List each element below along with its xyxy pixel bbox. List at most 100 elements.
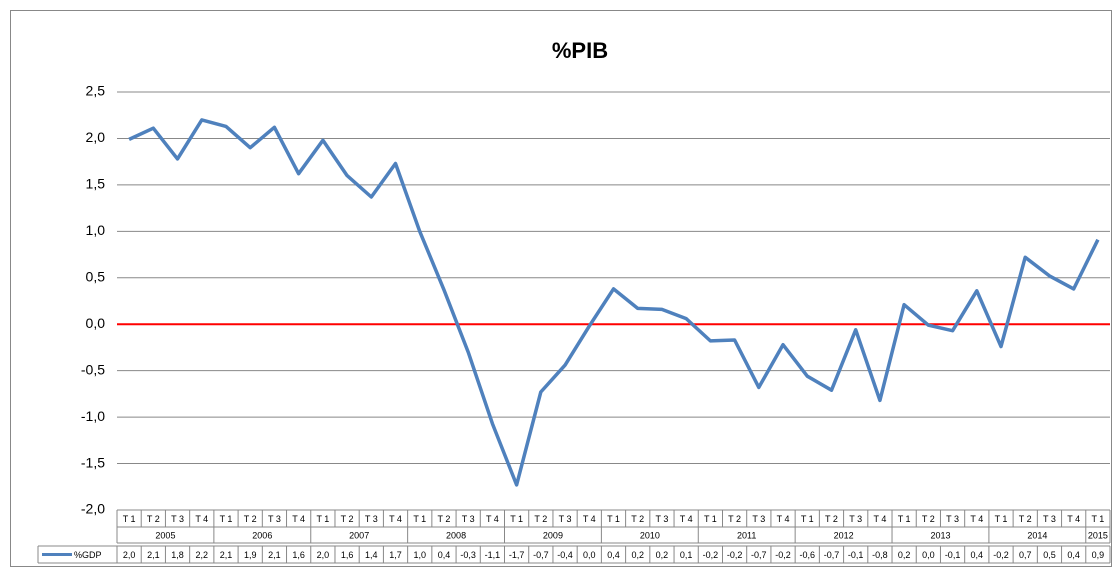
y-tick-label: -2,0 — [81, 501, 105, 517]
y-tick-label: -0,5 — [81, 361, 105, 377]
x-tick-label: T 4 — [389, 514, 402, 524]
x-tick-label: T 1 — [123, 514, 136, 524]
x-tick-label: T 1 — [1091, 514, 1104, 524]
data-table-value: -0,2 — [703, 550, 719, 560]
data-table-value: 1,4 — [365, 550, 378, 560]
x-tick-label: T 1 — [995, 514, 1008, 524]
x-group-label: 2011 — [737, 530, 756, 540]
data-table-value: 0,5 — [1043, 550, 1056, 560]
data-table-value: -0,4 — [557, 550, 573, 560]
x-tick-label: T 4 — [292, 514, 305, 524]
data-table-value: 1,6 — [341, 550, 354, 560]
y-tick-label: 1,5 — [86, 176, 106, 192]
x-tick-label: T 1 — [510, 514, 523, 524]
x-tick-label: T 3 — [946, 514, 959, 524]
x-group-label: 2014 — [1027, 530, 1047, 540]
x-tick-label: T 2 — [631, 514, 644, 524]
x-group-label: 2010 — [640, 530, 660, 540]
data-table-value: 2,2 — [196, 550, 209, 560]
data-table-value: 0,4 — [607, 550, 620, 560]
data-table-value: -0,2 — [775, 550, 791, 560]
x-tick-label: T 4 — [1067, 514, 1080, 524]
x-tick-label: T 3 — [849, 514, 862, 524]
x-tick-label: T 2 — [534, 514, 547, 524]
data-table-value: 1,6 — [292, 550, 305, 560]
x-tick-label: T 2 — [922, 514, 935, 524]
x-tick-label: T 4 — [486, 514, 499, 524]
data-table-value: 2,1 — [268, 550, 281, 560]
y-tick-label: 2,0 — [86, 129, 106, 145]
data-table-value: 0,4 — [1067, 550, 1080, 560]
x-tick-label: T 3 — [462, 514, 475, 524]
y-tick-label: 2,5 — [86, 83, 106, 99]
x-tick-label: T 1 — [316, 514, 329, 524]
data-table-value: 1,7 — [389, 550, 402, 560]
data-table-value: -0,7 — [824, 550, 840, 560]
x-tick-label: T 3 — [1043, 514, 1056, 524]
x-tick-label: T 4 — [680, 514, 693, 524]
y-tick-label: -1,5 — [81, 454, 105, 470]
data-table-value: 0,2 — [631, 550, 644, 560]
x-tick-label: T 2 — [438, 514, 451, 524]
x-tick-label: T 3 — [656, 514, 669, 524]
data-table-value: -0,2 — [993, 550, 1009, 560]
data-table-value: -0,7 — [533, 550, 549, 560]
data-table-value: -0,8 — [872, 550, 888, 560]
x-tick-label: T 2 — [1019, 514, 1032, 524]
data-table-value: 0,4 — [971, 550, 984, 560]
legend-label: %GDP — [74, 550, 102, 560]
data-table-value: 2,1 — [220, 550, 233, 560]
data-table-value: 2,0 — [317, 550, 330, 560]
data-table-value: 0,9 — [1092, 550, 1105, 560]
x-tick-label: T 1 — [220, 514, 233, 524]
x-tick-label: T 1 — [413, 514, 426, 524]
data-table-value: 0,2 — [656, 550, 669, 560]
x-tick-label: T 3 — [365, 514, 378, 524]
chart-title: %PIB — [552, 38, 608, 63]
data-table-value: 0,0 — [583, 550, 596, 560]
data-table-value: -0,6 — [799, 550, 815, 560]
data-table-value: -0,1 — [848, 550, 864, 560]
data-table-value: 1,9 — [244, 550, 257, 560]
x-tick-label: T 3 — [752, 514, 765, 524]
x-tick-label: T 4 — [873, 514, 886, 524]
x-group-label: 2005 — [155, 530, 175, 540]
x-tick-label: T 4 — [970, 514, 983, 524]
x-tick-label: T 4 — [777, 514, 790, 524]
data-table-value: 0,7 — [1019, 550, 1032, 560]
line-series — [128, 118, 1100, 487]
x-group-label: 2013 — [930, 530, 950, 540]
x-tick-label: T 4 — [195, 514, 208, 524]
data-table-value: -1,7 — [509, 550, 525, 560]
chart-frame — [10, 10, 1112, 567]
data-table-value: 0,2 — [898, 550, 911, 560]
data-table-value: -0,1 — [945, 550, 961, 560]
x-tick-label: T 3 — [171, 514, 184, 524]
x-group-label: 2009 — [543, 530, 563, 540]
x-tick-label: T 1 — [801, 514, 814, 524]
x-tick-label: T 2 — [244, 514, 257, 524]
x-tick-label: T 1 — [898, 514, 911, 524]
y-tick-label: 0,5 — [86, 268, 106, 284]
data-table-value: -0,7 — [751, 550, 767, 560]
data-table-value: 2,0 — [123, 550, 136, 560]
x-tick-label: T 4 — [583, 514, 596, 524]
x-group-label: 2006 — [252, 530, 272, 540]
data-table-value: -0,2 — [727, 550, 743, 560]
data-table-value: -1,1 — [485, 550, 501, 560]
x-tick-label: T 3 — [268, 514, 281, 524]
data-table-value: 0,4 — [438, 550, 451, 560]
data-table-value: 2,1 — [147, 550, 160, 560]
data-table-value: 1,8 — [171, 550, 184, 560]
x-tick-label: T 2 — [147, 514, 160, 524]
data-table-value: 1,0 — [413, 550, 426, 560]
x-tick-label: T 2 — [728, 514, 741, 524]
data-table-value: 0,1 — [680, 550, 693, 560]
x-group-label: 2007 — [349, 530, 369, 540]
y-tick-label: 0,0 — [86, 315, 106, 331]
data-table-value: -0,3 — [460, 550, 476, 560]
y-tick-label: -1,0 — [81, 408, 105, 424]
x-tick-label: T 3 — [559, 514, 572, 524]
